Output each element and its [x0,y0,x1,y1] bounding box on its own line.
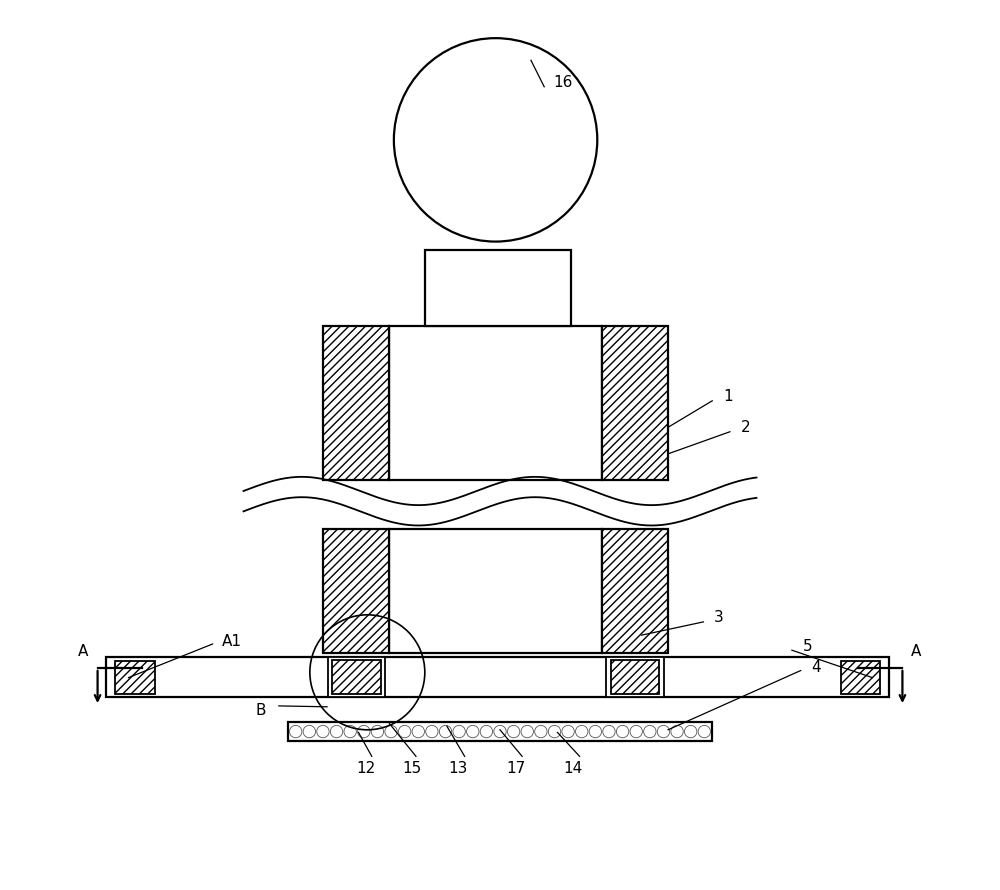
Circle shape [480,725,493,738]
Bar [106,658,889,697]
Bar [389,529,602,653]
Bar [332,659,381,694]
Circle shape [330,725,343,738]
Circle shape [398,725,411,738]
Circle shape [616,725,629,738]
Circle shape [576,725,588,738]
Text: 15: 15 [402,761,421,776]
Bar [328,658,385,697]
Circle shape [358,725,370,738]
Text: A1: A1 [221,634,241,649]
Text: A: A [911,644,922,659]
Bar [288,722,712,741]
Circle shape [412,725,424,738]
Text: 12: 12 [356,761,375,776]
Bar [115,660,155,694]
Circle shape [657,725,670,738]
Bar [602,529,668,653]
Circle shape [535,725,547,738]
Text: 17: 17 [506,761,526,776]
Circle shape [671,725,683,738]
Text: 5: 5 [802,639,812,654]
Bar [389,326,602,481]
Text: 14: 14 [564,761,583,776]
Circle shape [385,725,397,738]
Circle shape [603,725,615,738]
Bar [602,326,668,481]
Text: 1: 1 [723,389,733,404]
Circle shape [589,725,602,738]
Bar [611,659,659,694]
Circle shape [548,725,561,738]
Circle shape [317,725,329,738]
Circle shape [344,725,356,738]
Circle shape [303,725,316,738]
Text: B: B [255,703,266,718]
Bar [425,250,571,326]
Text: 16: 16 [553,75,572,90]
Text: 13: 13 [449,761,468,776]
Circle shape [562,725,574,738]
Bar [841,660,880,694]
Circle shape [684,725,697,738]
Circle shape [521,725,533,738]
Circle shape [494,725,506,738]
Bar [606,658,664,697]
Circle shape [630,725,642,738]
Circle shape [453,725,465,738]
Circle shape [371,725,384,738]
Circle shape [698,725,710,738]
Text: A: A [78,644,89,659]
Circle shape [290,725,302,738]
Text: 4: 4 [811,660,821,676]
Text: 3: 3 [714,610,724,625]
Circle shape [644,725,656,738]
Bar [323,529,389,653]
Text: 2: 2 [741,420,750,435]
Circle shape [467,725,479,738]
Circle shape [507,725,520,738]
Circle shape [439,725,452,738]
Circle shape [394,38,597,241]
Circle shape [426,725,438,738]
Bar [323,326,389,481]
